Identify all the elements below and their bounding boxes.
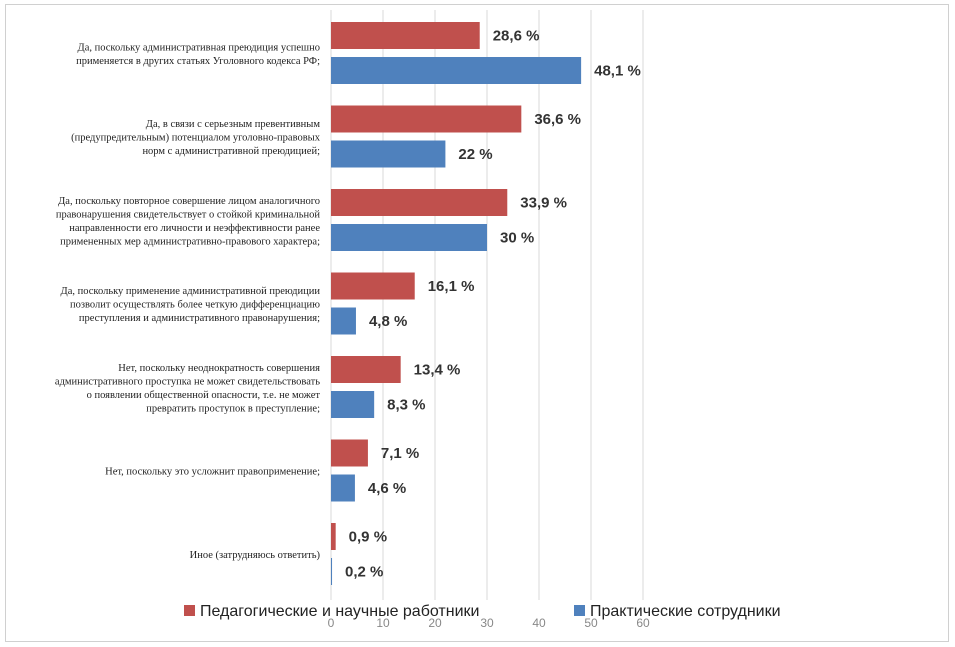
data-label: 0,2 %	[345, 564, 383, 581]
bar	[331, 391, 375, 418]
data-label: 0,9 %	[349, 529, 387, 546]
data-label: 7,1 %	[381, 445, 419, 462]
bar	[331, 558, 333, 585]
category-label: Да, поскольку административная преюдиция…	[76, 42, 320, 67]
legend-label: Педагогические и научные работники	[200, 603, 479, 620]
category-label: Да, в связи с серьезным превентивным (пре…	[71, 119, 321, 157]
bar	[331, 57, 582, 84]
data-label: 48,1 %	[594, 63, 641, 80]
bar	[331, 105, 522, 133]
legend-swatch	[184, 605, 195, 616]
legend-swatch	[574, 605, 585, 616]
category-label: Да, поскольку применение административно…	[61, 286, 321, 324]
bar	[331, 224, 487, 251]
data-label: 30 %	[500, 230, 534, 247]
data-label: 13,4 %	[414, 362, 461, 379]
bar	[331, 272, 415, 300]
category-label: Да, поскольку повторное совершение лицом…	[56, 196, 321, 248]
bar	[331, 356, 401, 383]
data-label: 36,6 %	[534, 111, 581, 128]
legend-label: Практические сотрудники	[590, 603, 781, 620]
data-label: 16,1 %	[428, 278, 475, 295]
data-label: 33,9 %	[520, 195, 567, 212]
bar	[331, 474, 355, 502]
x-tick-label: 10	[376, 616, 390, 630]
bar	[331, 307, 356, 335]
x-tick-label: 0	[328, 616, 335, 630]
bar	[331, 439, 368, 467]
data-label: 4,6 %	[368, 480, 406, 497]
category-label: Нет, поскольку неоднократность совершени…	[55, 363, 321, 415]
x-tick-label: 30	[480, 616, 494, 630]
data-label: 8,3 %	[387, 397, 425, 414]
x-tick-label: 20	[428, 616, 442, 630]
bar	[331, 523, 336, 550]
category-label: Нет, поскольку это усложнит правопримене…	[105, 467, 320, 478]
data-label: 28,6 %	[493, 28, 540, 45]
data-label: 4,8 %	[369, 313, 407, 330]
data-label: 22 %	[458, 146, 492, 163]
bar	[331, 140, 446, 168]
bar	[331, 22, 480, 49]
x-tick-label: 50	[584, 616, 598, 630]
x-tick-label: 60	[636, 616, 650, 630]
bar	[331, 189, 508, 216]
category-label: Иное (затрудняюсь ответить)	[190, 550, 321, 561]
x-tick-label: 40	[532, 616, 546, 630]
